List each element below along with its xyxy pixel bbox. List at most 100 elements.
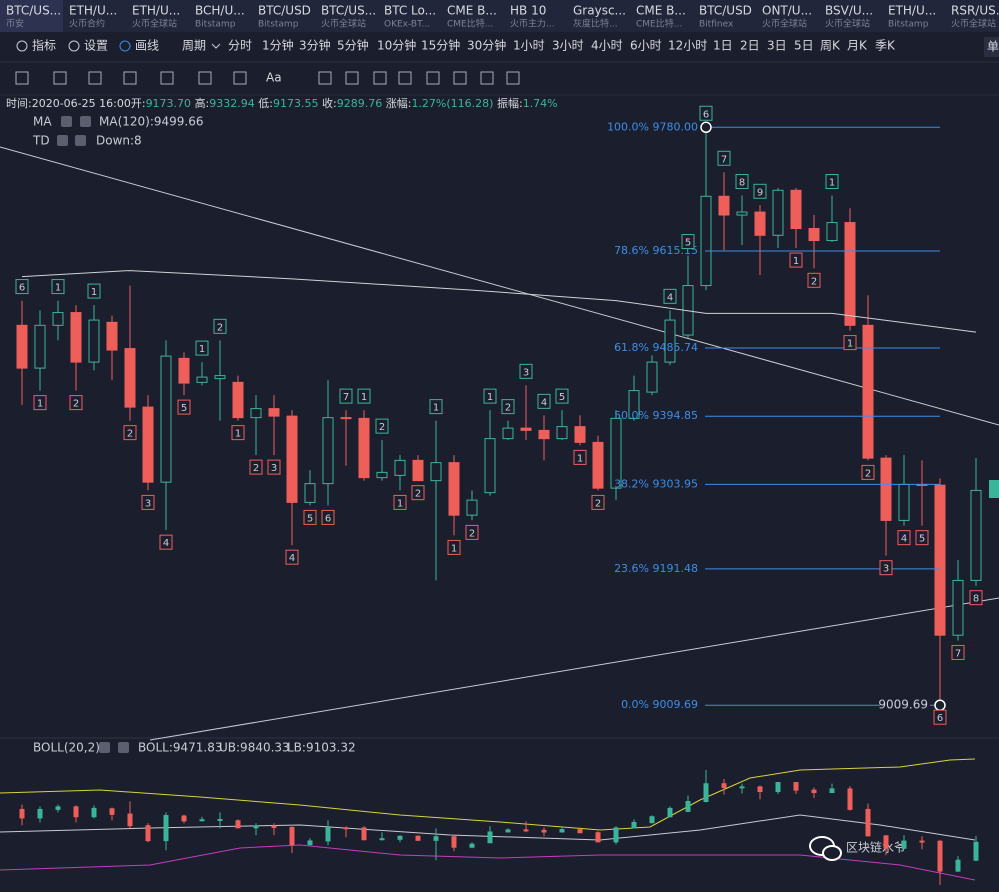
tab-name[interactable]: RSR/US... <box>951 4 999 18</box>
draw-tool-icon[interactable] <box>88 71 102 85</box>
period-button[interactable]: 4小时 <box>591 39 623 53</box>
tab-sub[interactable]: CME比特... <box>447 18 493 30</box>
tab-name[interactable]: BTC Lo... <box>384 4 436 18</box>
td-count: 1 <box>55 283 61 294</box>
gear-icon[interactable] <box>57 135 68 146</box>
tab-sub[interactable]: Bitstamp <box>195 20 236 30</box>
tab-sub[interactable]: 火币全球站 <box>132 18 177 30</box>
info-label: 收: <box>322 96 337 110</box>
tab-name[interactable]: BCH/U... <box>195 4 245 18</box>
td-value: Down:8 <box>96 134 142 148</box>
gear-icon[interactable] <box>99 742 110 753</box>
boll-lb: LB:9103.32 <box>287 741 356 755</box>
period-button[interactable]: 3日 <box>767 39 787 53</box>
period-button[interactable]: 5日 <box>794 39 814 53</box>
draw-tool-icon[interactable] <box>398 71 412 85</box>
boll-ub: UB:9840.33 <box>219 741 290 755</box>
period-button[interactable]: 周K <box>820 39 841 53</box>
close-icon[interactable] <box>118 742 129 753</box>
period-button[interactable]: 2日 <box>740 39 760 53</box>
draw-tool-icon[interactable] <box>233 71 247 85</box>
tab-name[interactable]: BTC/US... <box>6 4 61 18</box>
draw-tool-icon[interactable] <box>53 71 67 85</box>
draw-tool-icon[interactable] <box>345 71 359 85</box>
td-box <box>51 279 65 295</box>
tab-sub[interactable]: 火币合约 <box>69 18 105 30</box>
period-button[interactable]: 1分钟 <box>262 38 294 53</box>
mini-body <box>163 815 169 842</box>
tab-sub[interactable]: 灰度比特... <box>573 18 618 30</box>
period-button[interactable]: 月K <box>847 39 868 53</box>
period-button[interactable]: 3小时 <box>552 39 584 53</box>
td-box <box>429 399 443 415</box>
draw-tool-icon[interactable] <box>160 71 174 85</box>
period-button[interactable]: 1日 <box>713 39 733 53</box>
close-icon[interactable] <box>80 116 91 127</box>
period-button[interactable]: 季K <box>875 39 896 53</box>
candle-body <box>790 189 802 230</box>
tab-name[interactable]: BSV/U... <box>825 4 873 18</box>
tab-sub[interactable]: OKEx-BT... <box>384 20 430 30</box>
tab-name[interactable]: CME B... <box>636 4 686 18</box>
tab-name[interactable]: BTC/US... <box>321 4 376 18</box>
tab-sub[interactable]: 币安 <box>6 18 24 30</box>
period-button[interactable]: 30分钟 <box>467 38 506 53</box>
draw-tool-icon[interactable] <box>506 71 520 85</box>
period-label[interactable]: 周期 <box>182 39 206 53</box>
info-value: 1.74% <box>523 97 558 110</box>
tab-sub[interactable]: Bitstamp <box>888 20 929 30</box>
draw-tool-text[interactable]: Aa <box>266 71 282 85</box>
candle-body <box>664 319 676 363</box>
period-button[interactable]: 6小时 <box>630 39 662 53</box>
draw-tool-icon[interactable] <box>15 71 29 85</box>
td-box <box>735 174 749 190</box>
tab-sub[interactable]: CME比特... <box>636 18 682 30</box>
period-button[interactable]: 10分钟 <box>377 38 416 53</box>
draw-tool-icon[interactable] <box>480 71 494 85</box>
candle-body <box>250 408 262 419</box>
gear-icon[interactable] <box>61 116 72 127</box>
tab-sub[interactable]: 火币全球站 <box>951 18 996 30</box>
tool-button[interactable]: 设置 <box>84 39 108 53</box>
draw-tool-icon[interactable] <box>453 71 467 85</box>
period-button[interactable]: 1小时 <box>513 39 545 53</box>
draw-tool-icon[interactable] <box>318 71 332 85</box>
tab-sub[interactable]: 火币全球站 <box>762 18 807 30</box>
period-button[interactable]: 12小时 <box>668 39 707 53</box>
tab-name[interactable]: ETH/U... <box>132 4 180 18</box>
tool-button[interactable]: 画线 <box>135 39 159 53</box>
close-icon[interactable] <box>75 135 86 146</box>
draw-tool-icon[interactable] <box>123 71 137 85</box>
tab-name[interactable]: HB 10 <box>510 4 546 18</box>
tab-sub[interactable]: 火币主力... <box>510 18 555 30</box>
period-button[interactable]: 分时 <box>228 39 252 53</box>
boll-value: BOLL:9471.83 <box>138 741 223 755</box>
tool-button[interactable]: 指标 <box>32 38 56 53</box>
draw-tool-icon[interactable] <box>198 71 212 85</box>
td-box <box>321 509 335 525</box>
tab-name[interactable]: ETH/U... <box>69 4 117 18</box>
tab-sub[interactable]: Bitfinex <box>699 20 734 30</box>
tab-name[interactable]: Graysc... <box>573 4 626 18</box>
mini-body <box>955 859 961 872</box>
period-button[interactable]: 5分钟 <box>337 38 369 53</box>
td-count: 6 <box>703 109 709 120</box>
td-box <box>15 279 29 295</box>
draw-tool-icon[interactable] <box>426 71 440 85</box>
period-button[interactable]: 3分钟 <box>299 38 331 53</box>
tab-name[interactable]: CME B... <box>447 4 497 18</box>
tab-sub[interactable]: 火币全球站 <box>321 18 366 30</box>
right-button-text[interactable]: 单 <box>987 40 999 54</box>
td-count: 3 <box>145 498 151 509</box>
tab-name[interactable]: BTC/USD <box>699 4 752 18</box>
info-label: 涨幅: <box>386 97 412 110</box>
right-button[interactable] <box>984 37 999 57</box>
tab-sub[interactable]: Bitstamp <box>258 20 299 30</box>
tab-sub[interactable]: 火币全球站 <box>825 18 870 30</box>
tab-name[interactable]: ONT/U... <box>762 4 812 18</box>
period-button[interactable]: 15分钟 <box>421 38 460 53</box>
tab-name[interactable]: ETH/U... <box>888 4 936 18</box>
tab-name[interactable]: BTC/USD <box>258 4 311 18</box>
draw-tool-icon[interactable] <box>373 71 387 85</box>
